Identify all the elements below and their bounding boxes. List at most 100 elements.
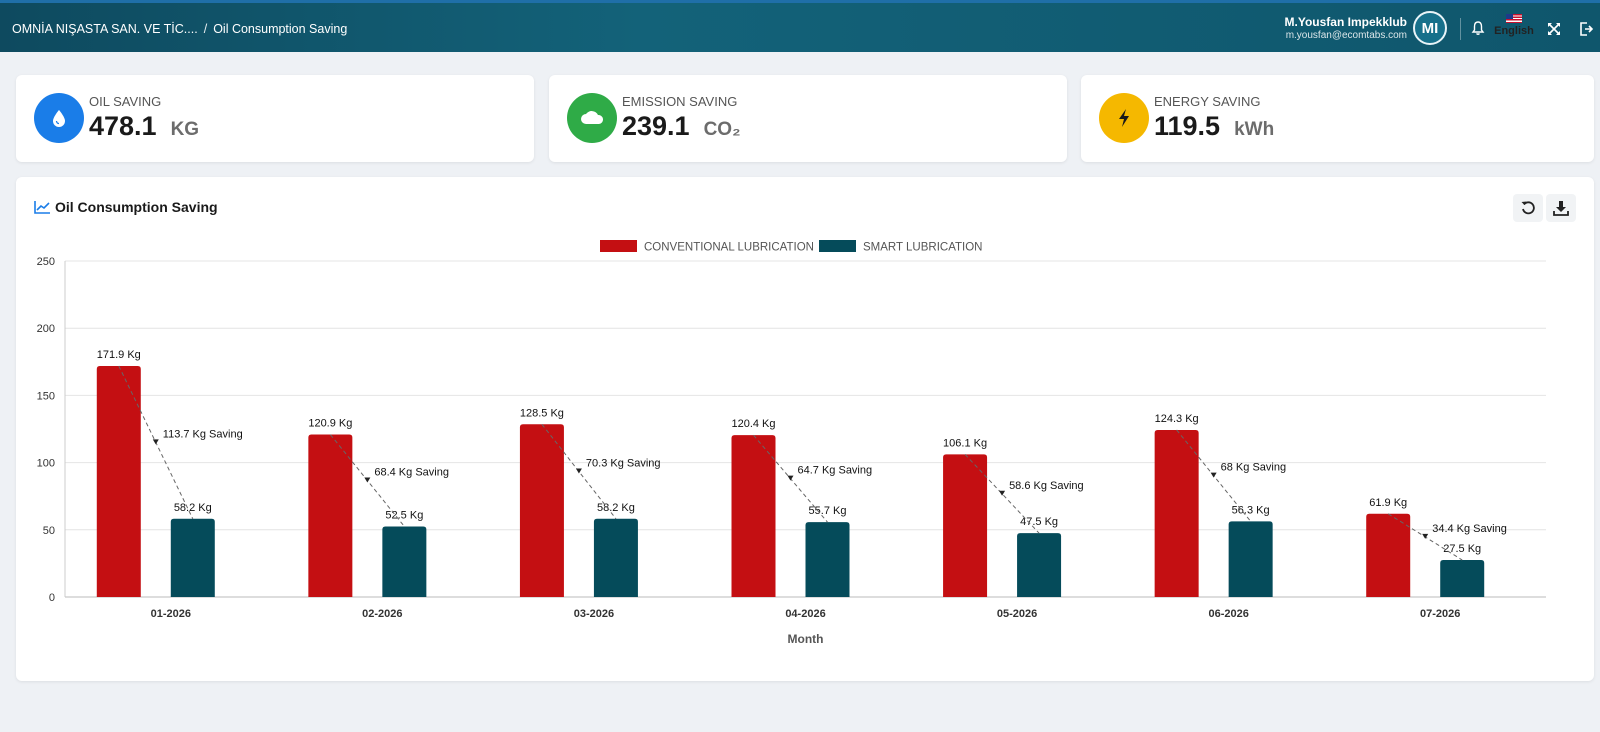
bar-conventional <box>1366 513 1411 597</box>
saving-label: 64.7 Kg Saving <box>798 465 873 477</box>
bar-conventional <box>519 424 564 597</box>
saving-label: 58.6 Kg Saving <box>1009 480 1084 492</box>
saving-label: 68.4 Kg Saving <box>374 466 449 478</box>
energy-saving-unit: kWh <box>1234 119 1275 140</box>
data-label-conventional: 128.5 Kg <box>520 407 564 419</box>
us-flag-icon <box>1506 14 1522 23</box>
header-divider <box>1460 18 1461 40</box>
bar-smart <box>805 522 850 597</box>
bar-chart: 0 50 100 150 200 250 CONVENTIONAL LUBRICATION S… <box>37 240 1546 646</box>
saving-arrow <box>364 477 371 483</box>
saving-arrow <box>575 468 582 474</box>
breadcrumb-company[interactable]: OMNİA NIŞASTA SAN. VE TİC.... <box>12 22 198 36</box>
bar-smart <box>593 518 638 597</box>
data-label-conventional: 171.9 Kg <box>97 349 141 361</box>
saving-arrow <box>152 439 159 445</box>
chart-line-icon <box>34 201 50 214</box>
y-tick-label: 0 <box>49 592 55 604</box>
cloud-icon <box>567 93 617 143</box>
y-tick-label: 100 <box>37 458 55 470</box>
droplet-icon <box>34 93 84 143</box>
legend-swatch <box>819 240 856 252</box>
oil-saving-unit: KG <box>170 119 200 140</box>
saving-label: 34.4 Kg Saving <box>1432 523 1507 535</box>
bell-icon[interactable] <box>1470 20 1486 36</box>
bar-smart <box>1440 560 1485 597</box>
x-tick-label: 02-2026 <box>362 608 402 620</box>
saving-label: 68 Kg Saving <box>1221 462 1286 474</box>
saving-connector <box>541 423 617 520</box>
oil-saving-value-row: 478.1 KG <box>89 111 199 142</box>
breadcrumb: OMNİA NIŞASTA SAN. VE TİC.... / Oil Cons… <box>12 22 347 36</box>
data-label-conventional: 124.3 Kg <box>1155 413 1199 425</box>
panel-title: Oil Consumption Saving <box>34 199 218 215</box>
energy-saving-card: ENERGY SAVING 119.5 kWh <box>1081 75 1594 162</box>
user-email: m.yousfan@ecomtabs.com <box>1285 30 1407 41</box>
oil-saving-card: OIL SAVING 478.1 KG <box>16 75 534 162</box>
x-tick-label: 01-2026 <box>151 608 191 620</box>
bar-conventional <box>308 434 353 597</box>
x-tick-label: 06-2026 <box>1208 608 1248 620</box>
data-label-smart: 52.5 Kg <box>385 509 423 521</box>
y-tick-label: 200 <box>37 323 55 335</box>
saving-label: 113.7 Kg Saving <box>163 428 243 440</box>
language-label: English <box>1494 25 1534 37</box>
saving-arrow <box>999 490 1006 496</box>
user-info[interactable]: M.Yousfan Impekklub m.yousfan@ecomtabs.c… <box>1285 15 1407 41</box>
refresh-icon <box>1521 201 1535 215</box>
breadcrumb-page: Oil Consumption Saving <box>213 22 348 36</box>
download-button[interactable] <box>1546 194 1576 222</box>
energy-saving-value: 119.5 <box>1154 111 1221 141</box>
saving-label: 70.3 Kg Saving <box>586 458 661 470</box>
energy-saving-label: ENERGY SAVING <box>1154 94 1261 109</box>
user-name: M.Yousfan Impekklub <box>1284 15 1407 29</box>
x-axis-title: Month <box>788 632 824 646</box>
data-label-conventional: 120.9 Kg <box>308 418 352 430</box>
emission-saving-label: EMISSION SAVING <box>622 94 738 109</box>
oil-saving-value: 478.1 <box>89 111 157 141</box>
data-label-smart: 58.2 Kg <box>597 502 635 514</box>
energy-saving-value-row: 119.5 kWh <box>1154 111 1274 142</box>
y-tick-label: 150 <box>37 390 55 402</box>
language-selector[interactable]: English <box>1494 14 1534 37</box>
data-label-smart: 47.5 Kg <box>1020 516 1058 528</box>
logout-icon[interactable] <box>1578 21 1594 37</box>
download-icon <box>1553 201 1569 216</box>
x-tick-label: 04-2026 <box>785 608 825 620</box>
bar-conventional <box>1154 429 1199 597</box>
bar-smart <box>170 518 215 597</box>
legend-swatch <box>600 240 637 252</box>
data-label-conventional: 61.9 Kg <box>1369 497 1407 509</box>
legend-entry: CONVENTIONAL LUBRICATION <box>644 242 814 254</box>
data-label-conventional: 120.4 Kg <box>731 418 775 430</box>
saving-arrow <box>1210 472 1217 478</box>
bar-conventional <box>96 365 141 597</box>
breadcrumb-separator: / <box>203 22 208 36</box>
data-label-smart: 58.2 Kg <box>174 502 212 514</box>
avatar[interactable]: MI <box>1413 11 1447 45</box>
top-bar: OMNİA NIŞASTA SAN. VE TİC.... / Oil Cons… <box>0 0 1600 52</box>
legend-entry: SMART LUBRICATION <box>863 242 983 254</box>
y-tick-label: 50 <box>43 525 55 537</box>
emission-saving-value-row: 239.1 CO₂ <box>622 111 741 142</box>
data-label-conventional: 106.1 Kg <box>943 437 987 449</box>
x-tick-label: 07-2026 <box>1420 608 1460 620</box>
emission-saving-unit: CO₂ <box>703 119 741 140</box>
bar-smart <box>1228 521 1273 597</box>
fullscreen-icon[interactable] <box>1546 21 1562 37</box>
oil-saving-label: OIL SAVING <box>89 94 162 109</box>
refresh-button[interactable] <box>1513 194 1543 222</box>
emission-saving-card: EMISSION SAVING 239.1 CO₂ <box>549 75 1067 162</box>
data-label-smart: 55.7 Kg <box>809 505 847 517</box>
bar-conventional <box>943 454 988 597</box>
chart-panel: Oil Consumption Saving 0 50 100 150 200 250 CO… <box>16 177 1594 681</box>
x-tick-label: 05-2026 <box>997 608 1037 620</box>
bar-smart <box>382 526 427 597</box>
emission-saving-value: 239.1 <box>622 111 690 141</box>
x-tick-label: 03-2026 <box>574 608 614 620</box>
saving-arrow <box>787 475 794 481</box>
data-label-smart: 27.5 Kg <box>1443 543 1481 555</box>
panel-title-text: Oil Consumption Saving <box>55 199 218 215</box>
bar-conventional <box>731 435 776 597</box>
lightning-icon <box>1099 93 1149 143</box>
